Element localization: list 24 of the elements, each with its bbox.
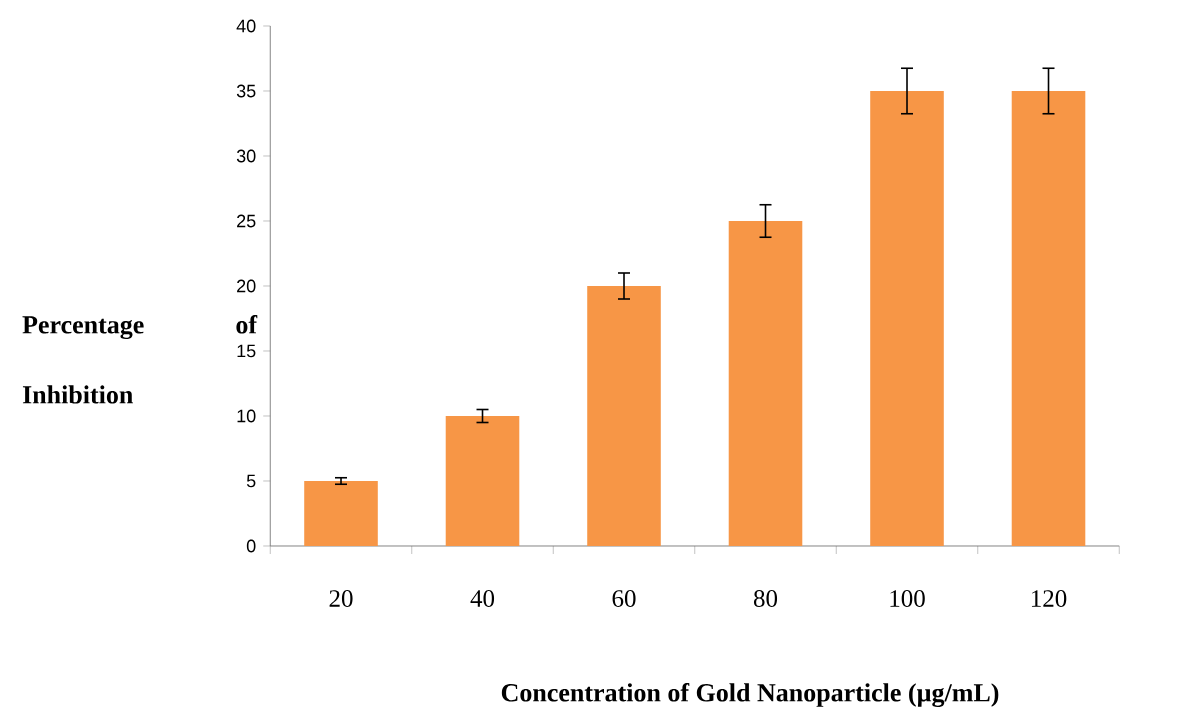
y-tick-label: 15	[237, 344, 256, 358]
x-tick-label: 80	[753, 590, 778, 608]
x-tick-label: 20	[329, 590, 353, 608]
x-tick-label: 40	[470, 590, 495, 608]
text: Percentage of	[22, 315, 258, 340]
y-tick-label: 25	[237, 214, 256, 228]
bar	[728, 221, 803, 547]
y-tick-label: 5	[246, 474, 256, 488]
x-tick-label: 100	[890, 590, 925, 608]
bar	[1011, 91, 1086, 547]
text: Inhibition	[22, 385, 133, 404]
x-tick-label: 60	[612, 590, 636, 608]
x-axis-title: Concentration of Gold Nanoparticle (µg/mL)	[501, 683, 999, 708]
y-tick-label: 0	[246, 539, 256, 553]
y-tick-label: 40	[236, 19, 256, 33]
bar	[587, 286, 661, 547]
bar	[445, 416, 520, 547]
y-tick-label: 10	[237, 409, 256, 423]
y-tick-label: 30	[236, 149, 256, 163]
y-tick-label: 35	[236, 84, 256, 98]
bar	[870, 91, 944, 547]
bar	[304, 481, 378, 547]
y-tick-label: 20	[237, 279, 256, 293]
x-tick-label: 120	[1031, 590, 1067, 608]
